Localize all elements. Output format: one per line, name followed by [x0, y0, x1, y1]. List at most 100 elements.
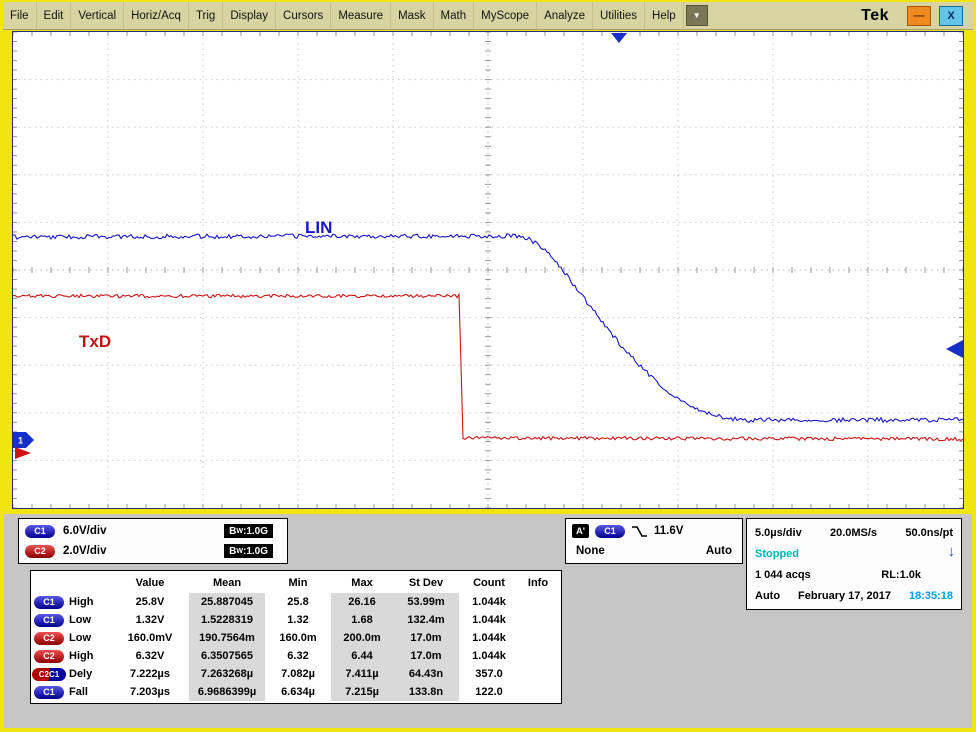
menu-item-myscope[interactable]: MyScope	[474, 2, 537, 29]
measurement-rows: C1High25.8V25.88704525.826.1653.99m1.044…	[31, 593, 561, 701]
channel-1-reference-marker[interactable]	[13, 432, 34, 448]
datetime-row: Auto February 17, 2017 18:35:18	[755, 585, 953, 606]
channel-1-reference-label: 1	[18, 436, 23, 446]
channel-badge-c2c1: C2C1	[32, 668, 66, 681]
acquisition-status-row: Stopped	[755, 543, 953, 564]
menu-item-vertical[interactable]: Vertical	[71, 2, 124, 29]
close-button[interactable]: X	[939, 6, 963, 26]
measurement-value: 160.0mV	[111, 629, 189, 647]
measurement-min: 25.8	[265, 593, 331, 611]
measurement-row: C2Low160.0mV190.7564m160.0m200.0m17.0m1.…	[31, 629, 561, 647]
graticule-and-traces: 1	[13, 32, 963, 508]
measurement-info	[519, 665, 557, 683]
menu-item-trig[interactable]: Trig	[189, 2, 223, 29]
acquisition-readout-box: 5.0µs/div 20.0MS/s 50.0ns/pt Stopped 1 0…	[746, 518, 962, 610]
header-info: Info	[519, 577, 557, 589]
dropdown-arrow-icon: ▼	[693, 11, 701, 20]
measurement-count: 122.0	[459, 683, 519, 701]
minimize-button[interactable]: —	[907, 6, 931, 26]
falling-edge-icon	[631, 525, 648, 538]
measurement-stdev: 17.0m	[393, 647, 459, 665]
channel-1-settings[interactable]: C1 6.0V/div BW:1.0G	[25, 521, 281, 541]
header-count: Count	[459, 577, 519, 589]
menu-item-file[interactable]: File	[3, 2, 37, 29]
lin-waveform-label: LIN	[305, 218, 332, 238]
menu-item-horiz-acq[interactable]: Horiz/Acq	[124, 2, 189, 29]
menu-item-cursors[interactable]: Cursors	[276, 2, 331, 29]
measurement-min: 7.082µ	[265, 665, 331, 683]
measurement-row: C2High6.32V6.35075656.326.4417.0m1.044k	[31, 647, 561, 665]
date-text: February 17, 2017	[798, 590, 891, 602]
header-max: Max	[331, 577, 393, 589]
horizontal-settings-row: 5.0µs/div 20.0MS/s 50.0ns/pt	[755, 522, 953, 543]
channel-1-bandwidth-value: 1.0G	[246, 526, 268, 537]
measurement-stdev: 133.8n	[393, 683, 459, 701]
channel-1-badge: C1	[25, 525, 55, 538]
menu-item-math[interactable]: Math	[434, 2, 475, 29]
menu-item-mask[interactable]: Mask	[391, 2, 433, 29]
trigger-settings-row[interactable]: A' C1 11.6V	[572, 521, 736, 541]
trigger-level-marker[interactable]	[946, 340, 963, 358]
measurement-value: 7.203µs	[111, 683, 189, 701]
trigger-a-badge: A'	[572, 524, 589, 538]
trigger-level: 11.6V	[654, 525, 683, 537]
sample-rate: 20.0MS/s	[830, 527, 877, 539]
menu-dropdown-button[interactable]: ▼	[686, 5, 708, 26]
measurement-max: 200.0m	[331, 629, 393, 647]
measurement-count: 1.044k	[459, 611, 519, 629]
measurement-info	[519, 593, 557, 611]
measurement-row: C1Low1.32V1.52283191.321.68132.4m1.044k	[31, 611, 561, 629]
measurement-value: 1.32V	[111, 611, 189, 629]
acquisition-count-row: 1 044 acqs RL:1.0k	[755, 564, 953, 585]
oscilloscope-app: FileEditVerticalHoriz/AcqTrigDisplayCurs…	[0, 0, 976, 732]
timebase: 5.0µs/div	[755, 527, 802, 539]
measurement-mean: 25.887045	[189, 593, 265, 611]
waveform-display: 1 LIN TxD	[12, 31, 964, 509]
measurement-value: 25.8V	[111, 593, 189, 611]
measurement-name: Fall	[67, 683, 111, 701]
measurement-count: 1.044k	[459, 629, 519, 647]
tek-logo: Tek	[861, 7, 889, 25]
channel-2-reference-marker[interactable]	[15, 447, 31, 459]
measurement-stdev: 17.0m	[393, 629, 459, 647]
measurement-mean: 6.9686399µ	[189, 683, 265, 701]
menu-item-utilities[interactable]: Utilities	[593, 2, 645, 29]
channel-badge-c2: C2	[34, 632, 64, 645]
trigger-mode-row: None Auto	[572, 541, 736, 561]
header-value: Value	[111, 577, 189, 589]
menu-item-measure[interactable]: Measure	[331, 2, 391, 29]
status-panel: C1 6.0V/div BW:1.0G C2 2.0V/div BW:1.0G …	[4, 514, 972, 728]
measurement-table-header: Value Mean Min Max St Dev Count Info	[31, 573, 561, 593]
channel-2-bandwidth-value: 1.0G	[246, 546, 268, 557]
scroll-down-icon[interactable]: ↓	[948, 543, 956, 560]
header-stdev: St Dev	[393, 577, 459, 589]
measurement-max: 7.215µ	[331, 683, 393, 701]
menu-item-analyze[interactable]: Analyze	[537, 2, 593, 29]
measurement-min: 6.634µ	[265, 683, 331, 701]
measurement-value: 6.32V	[111, 647, 189, 665]
header-mean: Mean	[189, 577, 265, 589]
measurement-info	[519, 611, 557, 629]
measurement-max: 26.16	[331, 593, 393, 611]
trigger-position-marker[interactable]	[611, 33, 627, 43]
menu-item-help[interactable]: Help	[645, 2, 684, 29]
channel-2-settings[interactable]: C2 2.0V/div BW:1.0G	[25, 541, 281, 561]
channel-2-scale: 2.0V/div	[63, 545, 106, 557]
measurement-value: 7.222µs	[111, 665, 189, 683]
menu-item-display[interactable]: Display	[223, 2, 276, 29]
measurement-table: Value Mean Min Max St Dev Count Info C1H…	[30, 570, 562, 704]
record-length: RL:1.0k	[881, 569, 921, 581]
measurement-count: 1.044k	[459, 647, 519, 665]
measurement-info	[519, 683, 557, 701]
measurement-info	[519, 647, 557, 665]
measurement-name: Dely	[67, 665, 111, 683]
measurement-stdev: 53.99m	[393, 593, 459, 611]
channel-badge-c1: C1	[34, 596, 64, 609]
measurement-name: Low	[67, 629, 111, 647]
header-min: Min	[265, 577, 331, 589]
measurement-row: C1High25.8V25.88704525.826.1653.99m1.044…	[31, 593, 561, 611]
trigger-holdoff: None	[576, 545, 605, 557]
measurement-mean: 7.263268µ	[189, 665, 265, 683]
menu-item-edit[interactable]: Edit	[37, 2, 72, 29]
measurement-row: C1Fall7.203µs6.9686399µ6.634µ7.215µ133.8…	[31, 683, 561, 701]
